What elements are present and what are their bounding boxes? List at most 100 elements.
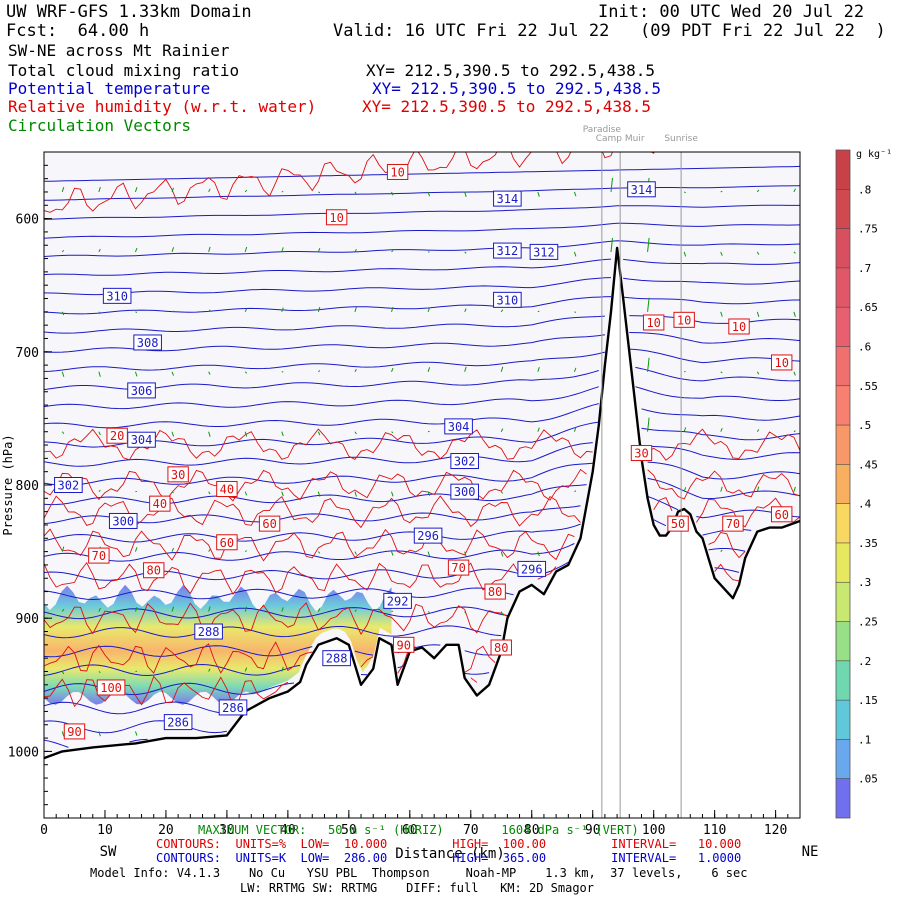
circulation-vector [134, 607, 138, 612]
circulation-vector [98, 671, 101, 674]
circulation-vector [354, 368, 357, 373]
rh-contour-label-box [630, 445, 653, 462]
colorbar-swatch [836, 425, 850, 465]
circulation-vector [683, 251, 687, 257]
circulation-vector [427, 367, 431, 372]
y-tick-label: 700 [16, 346, 39, 361]
landmark-label: Sunrise [664, 134, 698, 144]
theta-contour-label: 300 [454, 485, 476, 499]
circulation-vector [464, 366, 467, 372]
circulation-vector [720, 311, 723, 317]
landmark-label: Paradise [583, 125, 622, 135]
theta-contour-label: 302 [454, 455, 476, 469]
rh-contour-label-box [216, 534, 238, 551]
circulation-vector [537, 367, 540, 372]
theta-contour-label-box [108, 512, 138, 529]
theta-contour-line [44, 403, 800, 429]
circulation-vector [573, 367, 577, 372]
circulation-vector [500, 309, 504, 313]
circulation-vector [208, 188, 211, 193]
theta-contour-line [44, 625, 502, 639]
model-info: Model Info: V4.1.3 No Cu YSU PBL Thompso… [90, 866, 748, 880]
theta-contour-label-box [450, 483, 479, 500]
theta-contour-label: 314 [631, 183, 653, 197]
circulation-vector [171, 491, 174, 494]
terrain-profile [44, 246, 800, 760]
circulation-vector [647, 357, 650, 372]
circulation-vector [720, 549, 723, 552]
y-tick-label: 800 [16, 479, 39, 494]
circulation-vector [244, 491, 248, 496]
rh-contour-label-box [63, 723, 86, 740]
rh-contour-line [44, 675, 478, 708]
circulation-vector [98, 248, 101, 253]
rh-contour-label-box [722, 515, 744, 532]
sw-direction-label: SW [100, 844, 117, 860]
theta-contour-line [44, 277, 800, 296]
theta-contour-label-box [102, 287, 132, 304]
colorbar-swatch [836, 542, 850, 583]
circulation-vector [244, 308, 248, 313]
circulation-vector [427, 191, 431, 197]
theta-contour-label: 312 [497, 244, 519, 258]
forecast-hour: Fcst: 64.00 h [6, 21, 150, 41]
circulation-vector [756, 311, 760, 317]
colorbar-level-label: .6 [858, 340, 871, 353]
circulation-vector [244, 371, 248, 374]
theta-contour-label: 296 [521, 562, 543, 576]
circulation-vector [317, 491, 321, 497]
circulation-vector [756, 371, 760, 375]
theta-contour-label-box [194, 623, 223, 640]
circulation-vector [427, 611, 430, 613]
field-rh-xy: XY= 212.5,390.5 to 292.5,438.5 [362, 97, 651, 116]
colorbar-level-label: .4 [858, 498, 872, 511]
circulation-vector [427, 491, 431, 496]
valid-time: Valid: 16 UTC Fri 22 Jul 22 (09 PDT Fri … [333, 21, 886, 41]
theta-contour-line [44, 644, 496, 658]
circulation-vector [647, 237, 650, 252]
circulation-vector [98, 311, 101, 315]
circulation-vector [61, 431, 65, 435]
theta-contour-label-box [54, 477, 83, 493]
theta-contour-label: 310 [106, 289, 128, 303]
theta-contour-label-box [383, 592, 412, 609]
circulation-vector [134, 371, 138, 377]
theta-contour-label: 314 [497, 192, 519, 206]
circulation-vector [793, 486, 796, 492]
circulation-vector [610, 177, 613, 193]
colorbar-swatch [836, 660, 850, 701]
circulation-vector [500, 551, 504, 557]
rh-contour-label: 50 [671, 517, 685, 531]
colorbar-swatch [836, 307, 850, 347]
y-tick-label: 600 [16, 213, 39, 228]
circulation-vector [500, 611, 504, 616]
circulation-vector [171, 187, 175, 193]
theta-contour-line [44, 477, 800, 506]
rh-contour-label-box [667, 515, 689, 532]
plot-layers: 314 314 312 312 310 310 308 306 304 304 302 302 300 3… [44, 152, 800, 818]
theta-contour-label-box [493, 190, 522, 207]
theta-contour-label: 310 [497, 293, 519, 307]
circulation-vector [464, 308, 467, 313]
theta-contour-label-box [413, 527, 443, 544]
rh-contour-label: 80 [147, 564, 161, 578]
circulation-vector [683, 427, 687, 432]
theta-contour-label-box [133, 334, 162, 351]
rh-contour-label-box [447, 559, 470, 576]
init-time: Init: 00 UTC Wed 20 Jul 22 [598, 2, 865, 22]
circulation-vector [500, 491, 504, 494]
x-tick-label: 60 [402, 823, 418, 838]
rh-contour-label: 90 [396, 638, 410, 652]
rh-contour-label-box [386, 163, 409, 180]
circulation-vector [281, 247, 284, 253]
circulation-vector [720, 251, 723, 256]
circulation-vector [61, 546, 65, 552]
rh-contour-label: 60 [262, 517, 276, 531]
circulation-vector [720, 428, 723, 432]
colorbar-swatch [836, 739, 850, 779]
rh-contour-label-box [484, 583, 506, 600]
theta-contour-label-box [493, 291, 522, 308]
circulation-vector [281, 666, 284, 672]
circulation-vector [354, 551, 357, 555]
